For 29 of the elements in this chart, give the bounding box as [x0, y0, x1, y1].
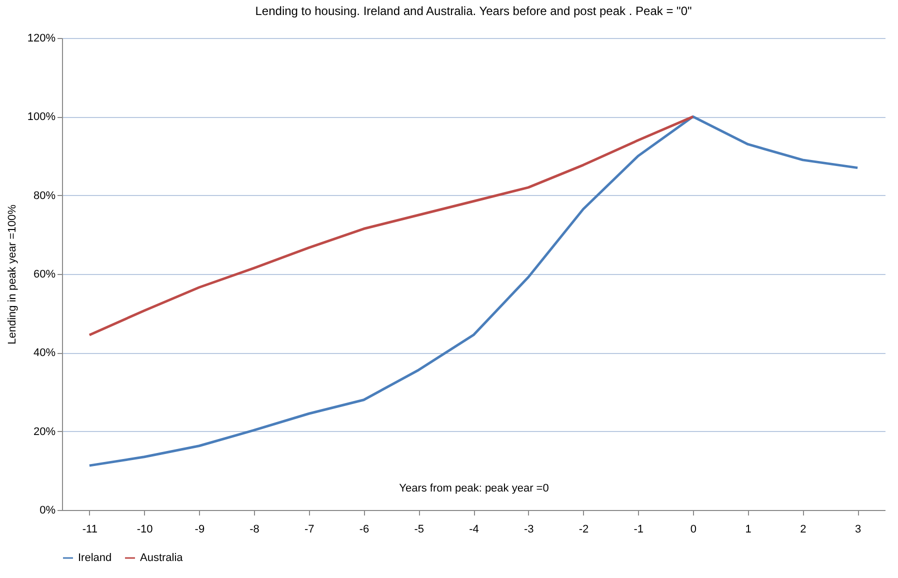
x-tick-label: -1 [634, 524, 644, 536]
y-tick-label: 40% [33, 347, 56, 360]
y-tick-label: 120% [27, 32, 56, 44]
line-series [88, 115, 859, 467]
legend-label: Australia [140, 552, 184, 564]
y-tick-label: 80% [33, 190, 56, 202]
y-tick-label: 100% [27, 111, 56, 124]
line-series [88, 115, 694, 336]
legend-label: Ireland [78, 552, 112, 564]
x-tick-label: 2 [800, 524, 806, 536]
y-tick-label: 0% [40, 504, 56, 516]
x-tick-label: -10 [136, 524, 153, 536]
x-tick-label: -11 [82, 524, 98, 536]
x-tick-label: -8 [250, 524, 260, 536]
x-tick-label: -5 [414, 524, 424, 536]
x-axis-title: Years from peak: peak year =0 [399, 482, 549, 494]
y-axis-title: Lending in peak year =100% [6, 204, 18, 344]
chart-title: Lending to housing. Ireland and Australia. Years before and post peak . Peak = "0" [255, 4, 692, 18]
x-tick-label: -2 [578, 524, 589, 536]
x-tick-label: -6 [359, 524, 370, 536]
x-tick-label: -9 [194, 524, 205, 536]
x-tick-label: 3 [855, 524, 862, 536]
x-tick-label: 0 [690, 524, 697, 536]
x-tick-label: 1 [745, 524, 752, 536]
y-tick-label: 60% [33, 268, 56, 280]
x-tick-label: -3 [524, 524, 534, 536]
x-tick-label: -7 [304, 524, 314, 536]
y-tick-label: 20% [33, 426, 56, 438]
x-tick-label: -4 [469, 524, 479, 536]
